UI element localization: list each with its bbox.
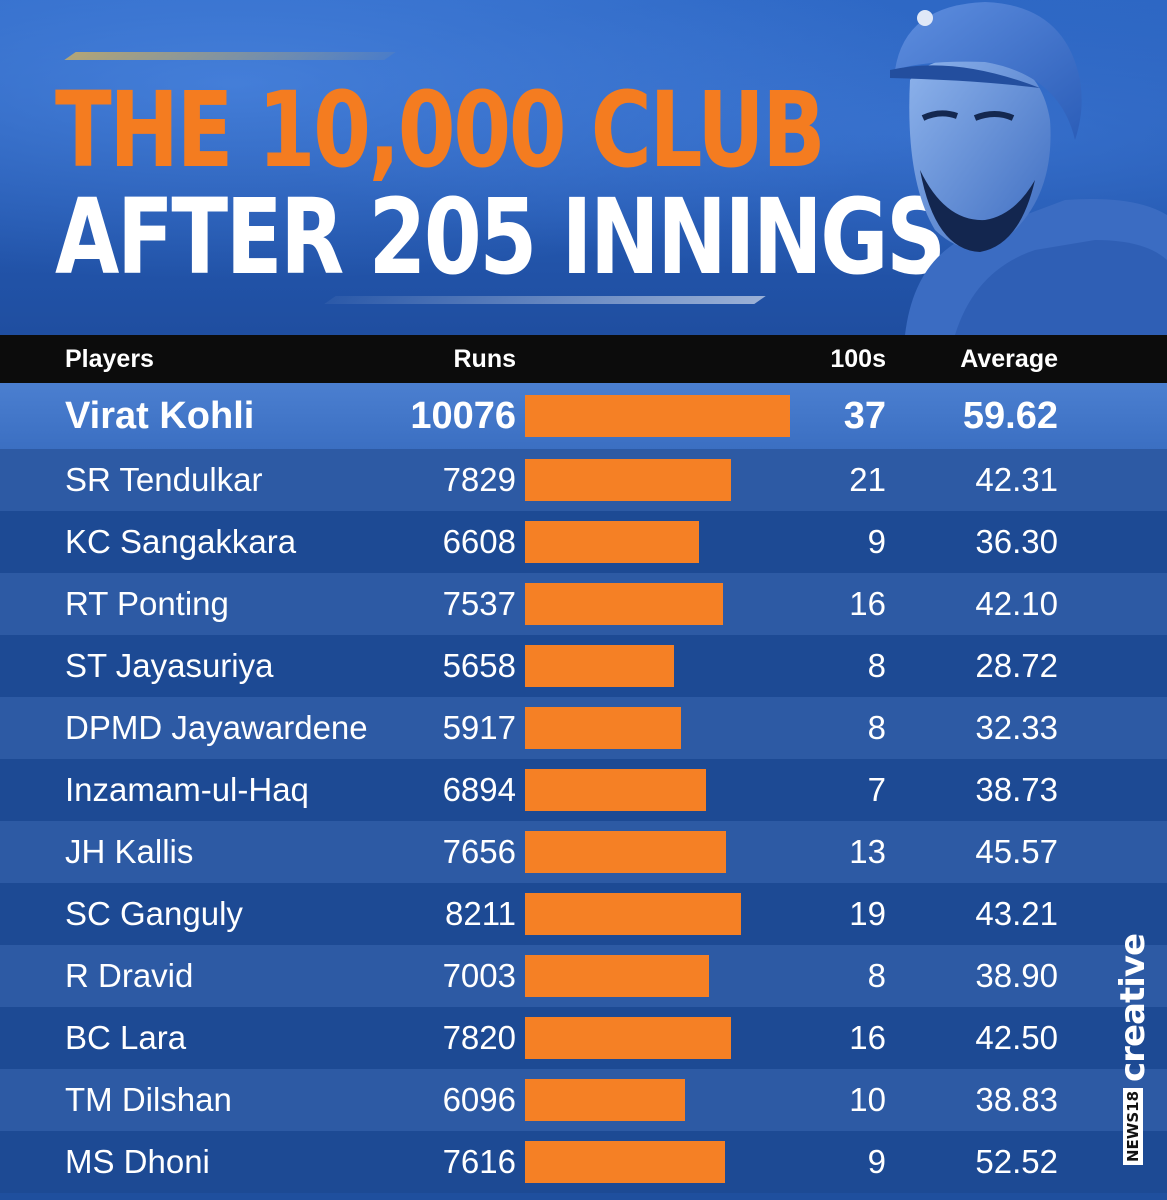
- table-row: SC Ganguly 8211 19 43.21: [0, 883, 1167, 945]
- runs-value: 7616: [442, 1143, 516, 1180]
- player-name: BC Lara: [65, 1019, 187, 1056]
- hundreds-value: 37: [843, 395, 886, 437]
- table-row: MS Dhoni 7616 9 52.52: [0, 1131, 1167, 1193]
- title-streak-top: [64, 52, 396, 60]
- hundreds-value: 8: [867, 709, 886, 746]
- runs-bar: [525, 583, 724, 625]
- title-line-1: THE 10,000 CLUB: [55, 69, 826, 191]
- hundreds-value: 13: [849, 833, 886, 870]
- average-value: 28.72: [975, 647, 1058, 684]
- runs-bar: [525, 395, 790, 437]
- player-name: Inzamam-ul-Haq: [65, 771, 309, 808]
- table-row: Virat Kohli 10076 37 59.62: [0, 383, 1167, 449]
- runs-value: 8211: [445, 895, 516, 932]
- runs-value: 6608: [442, 523, 516, 560]
- player-portrait-illustration: [890, 2, 1167, 335]
- table-row: RT Ponting 7537 16 42.10: [0, 573, 1167, 635]
- average-value: 32.33: [975, 709, 1058, 746]
- average-value: 38.90: [975, 957, 1058, 994]
- player-name: TM Dilshan: [65, 1081, 232, 1118]
- table-row: DPMD Jayawardene 5917 8 32.33: [0, 697, 1167, 759]
- table-row: SR Tendulkar 7829 21 42.31: [0, 449, 1167, 511]
- player-name: SR Tendulkar: [65, 461, 263, 498]
- table-row: TM Dilshan 6096 10 38.83: [0, 1069, 1167, 1131]
- average-value: 36.30: [975, 523, 1058, 560]
- hundreds-value: 9: [867, 523, 886, 560]
- runs-value: 6096: [442, 1081, 516, 1118]
- runs-value: 7656: [442, 833, 516, 870]
- runs-value: 10076: [410, 395, 516, 437]
- table-row: Inzamam-ul-Haq 6894 7 38.73: [0, 759, 1167, 821]
- average-value: 42.10: [975, 585, 1058, 622]
- player-name: RT Ponting: [65, 585, 229, 622]
- average-value: 38.83: [975, 1081, 1058, 1118]
- average-value: 52.52: [975, 1143, 1058, 1180]
- average-value: 38.73: [975, 771, 1058, 808]
- hundreds-value: 7: [867, 771, 886, 808]
- runs-bar: [525, 769, 707, 811]
- runs-bar: [525, 707, 681, 749]
- runs-value: 6894: [442, 771, 516, 808]
- header-runs: Runs: [453, 345, 517, 373]
- hero-banner: THE 10,000 CLUB AFTER 205 INNINGS: [0, 0, 1167, 335]
- runs-bar: [525, 831, 727, 873]
- hundreds-value: 19: [849, 895, 886, 932]
- player-name: SC Ganguly: [65, 895, 243, 932]
- title-line-2: AFTER 205 INNINGS: [55, 176, 946, 298]
- runs-bar: [525, 893, 741, 935]
- hundreds-value: 8: [867, 647, 886, 684]
- player-name: ST Jayasuriya: [65, 647, 274, 684]
- average-value: 59.62: [962, 395, 1058, 437]
- player-name: JH Kallis: [65, 833, 194, 870]
- runs-bar: [525, 1141, 726, 1183]
- runs-bar: [525, 521, 699, 563]
- runs-value: 7537: [442, 585, 516, 622]
- table-row: KC Sangakkara 6608 9 36.30: [0, 511, 1167, 573]
- average-value: 42.31: [975, 461, 1058, 498]
- table-row: BC Lara 7820 16 42.50: [0, 1007, 1167, 1069]
- hundreds-value: 9: [867, 1143, 886, 1180]
- player-name: MS Dhoni: [65, 1143, 210, 1180]
- header-average: Average: [960, 345, 1058, 373]
- header-players: Players: [65, 345, 154, 373]
- player-name: KC Sangakkara: [65, 523, 297, 560]
- player-name: R Dravid: [65, 957, 194, 994]
- brand-creative: creative: [1113, 933, 1153, 1082]
- table-row: JH Kallis 7656 13 45.57: [0, 821, 1167, 883]
- average-value: 42.50: [975, 1019, 1058, 1056]
- news18-creative-logo: NEWS18 creative: [1113, 845, 1153, 1165]
- average-value: 43.21: [975, 895, 1058, 932]
- runs-value: 5917: [442, 709, 516, 746]
- runs-value: 7829: [442, 461, 516, 498]
- runs-bar: [525, 459, 731, 501]
- runs-value: 5658: [442, 647, 516, 684]
- player-name: DPMD Jayawardene: [65, 709, 368, 746]
- runs-bar: [525, 1017, 731, 1059]
- average-value: 45.57: [975, 833, 1058, 870]
- brand-news: NEWS18: [1123, 1087, 1143, 1165]
- hundreds-value: 8: [867, 957, 886, 994]
- header-hundreds: 100s: [830, 345, 886, 373]
- hundreds-value: 16: [849, 1019, 886, 1056]
- hundreds-value: 21: [849, 461, 886, 498]
- runs-value: 7003: [442, 957, 516, 994]
- hundreds-value: 16: [849, 585, 886, 622]
- runs-value: 7820: [442, 1019, 516, 1056]
- table-header: Players Runs 100s Average: [0, 335, 1167, 383]
- player-table: Virat Kohli 10076 37 59.62 SR Tendulkar 7829 2…: [0, 383, 1167, 1193]
- player-name: Virat Kohli: [65, 395, 255, 437]
- runs-bar: [525, 645, 674, 687]
- hundreds-value: 10: [849, 1081, 886, 1118]
- runs-bar: [525, 955, 710, 997]
- runs-bar: [525, 1079, 686, 1121]
- table-row: ST Jayasuriya 5658 8 28.72: [0, 635, 1167, 697]
- table-row: R Dravid 7003 8 38.90: [0, 945, 1167, 1007]
